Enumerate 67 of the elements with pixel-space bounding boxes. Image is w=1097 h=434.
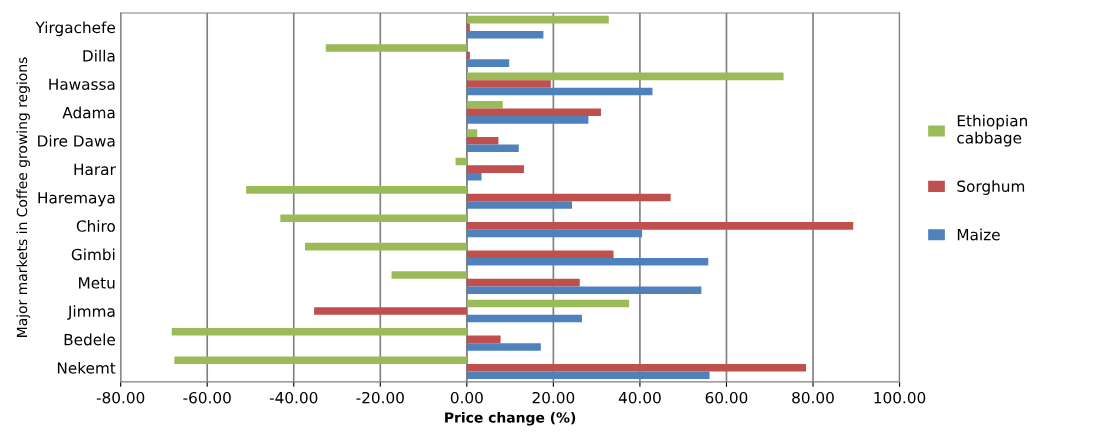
bar (466, 72, 784, 81)
x-tick-label: 100.00 (874, 391, 926, 404)
bar (466, 314, 582, 323)
bar (466, 23, 470, 31)
x-tick-label: 40.00 (618, 391, 661, 404)
y-tick-label: Dire Dawa (38, 134, 115, 147)
y-tick-label: Nekemt (57, 361, 116, 374)
x-tick-label: 20.00 (532, 391, 575, 404)
bar (466, 278, 580, 287)
bar (174, 356, 467, 364)
bar (466, 335, 501, 344)
bar (314, 307, 467, 315)
x-axis-title: Price change (%) (445, 411, 576, 426)
bar (466, 144, 519, 153)
bar (280, 214, 467, 223)
y-tick-label: Bedele (64, 333, 115, 346)
bar (466, 80, 551, 88)
bar (466, 193, 671, 202)
y-tick-label: Harar (74, 163, 116, 176)
bar (466, 371, 710, 380)
bar (466, 59, 510, 67)
bar (466, 172, 482, 181)
legend-label: Sorghum (957, 180, 1025, 195)
y-tick-label: Adama (62, 106, 115, 119)
bar (466, 15, 609, 24)
legend-label: Ethiopian cabbage (957, 114, 1027, 147)
bar (305, 242, 467, 251)
bar (466, 30, 544, 39)
y-tick-label: Chiro (76, 220, 115, 232)
bar (325, 44, 467, 52)
bar (246, 186, 467, 194)
x-tick-label: 60.00 (705, 391, 748, 404)
x-tick-label: -80.00 (96, 391, 145, 404)
bar (466, 229, 643, 238)
bar (466, 165, 524, 173)
x-tick-label: -60.00 (183, 391, 231, 404)
x-tick-label: 0.00 (450, 391, 483, 404)
y-tick-label: Metu (79, 277, 115, 289)
bar (466, 129, 478, 137)
y-tick-label: Haremaya (38, 192, 115, 207)
y-tick-label: Gimbi (71, 248, 115, 261)
y-tick-label: Jimma (67, 305, 115, 320)
bar (466, 250, 614, 259)
bar (455, 157, 467, 166)
bar (391, 271, 467, 279)
x-tick-label: 80.00 (792, 391, 834, 404)
bar (466, 136, 499, 145)
bar (466, 87, 653, 96)
bar (466, 116, 589, 124)
x-tick-label: -20.00 (356, 391, 404, 404)
y-tick-label: Dilla (83, 49, 115, 62)
bar (466, 108, 601, 117)
bar (466, 100, 503, 109)
bar (466, 286, 702, 294)
bar (466, 343, 541, 351)
bar (171, 328, 467, 336)
bar (466, 258, 709, 266)
bar (466, 299, 630, 308)
x-tick-label: -40.00 (269, 391, 318, 404)
bar (466, 201, 572, 209)
bar (466, 363, 807, 372)
bar (466, 51, 470, 60)
y-axis-title: Major markets in Coffee growing regions (16, 57, 30, 337)
y-tick-label: Hawassa (49, 78, 115, 90)
legend-label: Maize (957, 228, 1000, 241)
bar (466, 222, 854, 230)
y-tick-label: Yirgachefe (35, 21, 115, 37)
